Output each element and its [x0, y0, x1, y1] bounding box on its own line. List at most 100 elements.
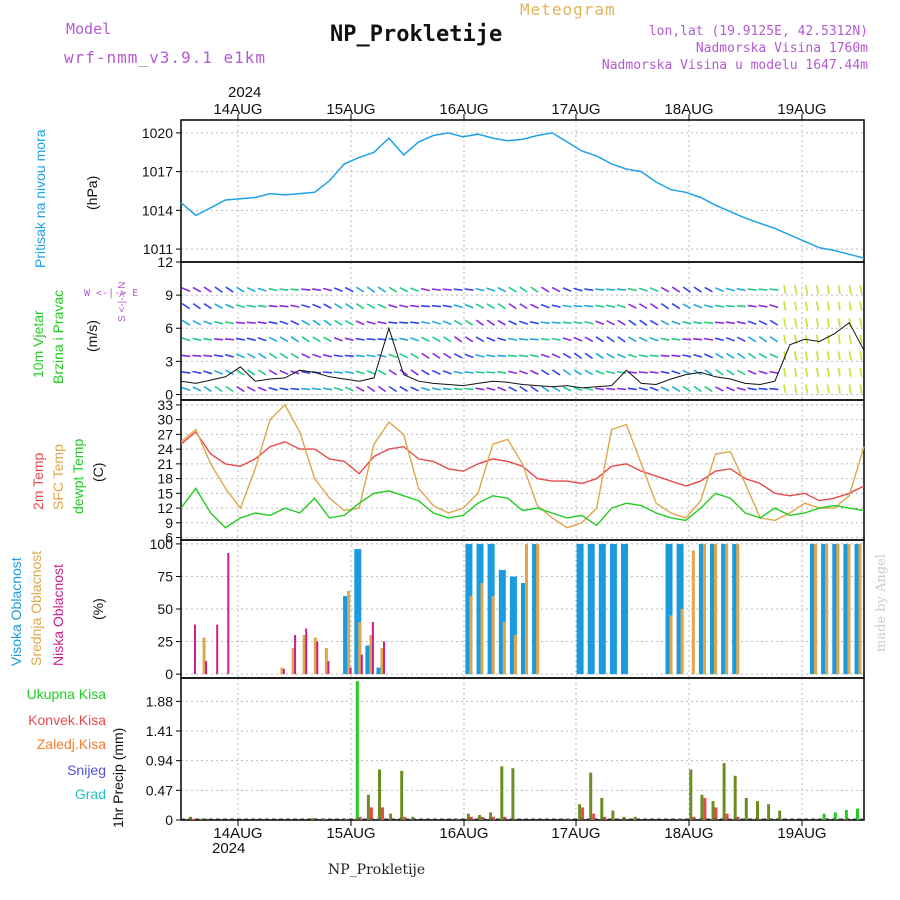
- wind-arrow: [355, 337, 365, 341]
- ytick-label-1-4: 0: [165, 386, 173, 402]
- wind-arrow: [268, 321, 278, 325]
- model-elevation-text: Nadmorska Visina u modelu 1647.44m: [601, 58, 868, 73]
- wind-arrow: [421, 336, 430, 342]
- wind-arrow: [859, 384, 863, 394]
- wind-arrow: [769, 336, 779, 343]
- wind-arrow: [508, 337, 518, 341]
- wind-arrow: [519, 286, 528, 293]
- cloud-bar-1: [380, 648, 384, 675]
- temp-line-0: [180, 430, 865, 502]
- wind-arrow: [794, 318, 798, 328]
- wind-arrow: [388, 385, 398, 393]
- wind-arrow: [530, 286, 539, 293]
- precip-bar-1: [592, 813, 596, 820]
- wind-arrow: [660, 302, 670, 310]
- wind-arrow: [290, 320, 300, 326]
- wind-arrow: [693, 321, 703, 325]
- wind-arrow: [783, 384, 787, 394]
- cloud-bar-0: [521, 583, 528, 675]
- precip-bar-1: [692, 816, 696, 820]
- wind-arrow: [649, 354, 659, 358]
- wind-arrow: [344, 337, 354, 342]
- wind-arrow: [312, 387, 322, 391]
- wind-arrow: [638, 371, 648, 374]
- wind-arrow: [518, 320, 529, 325]
- cloud-bar-1: [491, 596, 495, 675]
- wind-arrow: [826, 301, 830, 311]
- wind-arrow: [794, 367, 798, 377]
- wind-arrow: [246, 386, 256, 392]
- precip-bar-0: [200, 818, 204, 820]
- precip-bar-0: [822, 813, 826, 820]
- ytick-label-0-0: 1020: [142, 125, 173, 141]
- wind-arrow: [595, 288, 605, 291]
- wind-arrow: [475, 287, 485, 292]
- pressure-line: [180, 132, 865, 259]
- wind-arrow: [671, 354, 681, 358]
- cloud-bar-2: [305, 628, 308, 675]
- wind-arrow: [203, 320, 213, 326]
- wind-arrow: [704, 321, 714, 324]
- cloud-bar-0: [721, 543, 729, 675]
- wind-arrow: [497, 302, 506, 310]
- wind-arrow: [540, 303, 550, 309]
- cloud-bar-1: [347, 590, 351, 675]
- precip-bar-0: [411, 816, 415, 820]
- wind-arrow: [301, 319, 311, 326]
- wind-arrow: [541, 286, 550, 293]
- wind-arrow: [736, 387, 746, 391]
- wind-arrow: [714, 304, 725, 308]
- ytick-label-4-2: 0.94: [146, 753, 173, 769]
- station-title: NP_Prokletije: [330, 22, 503, 47]
- wind-arrow: [442, 320, 452, 326]
- wind-arrow: [410, 337, 420, 342]
- wind-arrow: [214, 354, 224, 358]
- cloud-bar-0: [476, 543, 484, 675]
- cloud-bar-1: [702, 543, 706, 675]
- wind-arrow: [715, 287, 724, 293]
- wind-arrow: [682, 354, 692, 358]
- wind-arrow: [562, 352, 572, 359]
- wind-arrow: [562, 337, 572, 342]
- conv-precip-label: Konvek.Kisa: [28, 712, 106, 728]
- wind-compass-we: W <-|-> E: [84, 288, 139, 299]
- wind-arrow: [431, 288, 441, 291]
- wind-arrow: [344, 286, 354, 293]
- ytick-label-2-7: 12: [157, 500, 173, 516]
- precip-bar-1: [369, 807, 373, 820]
- wind-unit-label: (m/s): [84, 320, 100, 352]
- precip-bar-0: [389, 813, 393, 820]
- wind-arrow: [703, 337, 714, 341]
- cloud-bar-0: [343, 596, 351, 675]
- wind-arrow: [464, 288, 474, 291]
- wind-arrow: [805, 301, 809, 311]
- wind-arrow: [769, 304, 779, 309]
- cloud-bar-0: [676, 543, 684, 675]
- precip-bar-1: [736, 816, 740, 820]
- wind-arrow: [595, 387, 605, 391]
- wind-arrow: [783, 285, 787, 295]
- wind-arrow: [442, 304, 452, 308]
- wind-arrow: [715, 369, 724, 376]
- wind-arrow: [453, 288, 463, 291]
- wind-arrow: [715, 352, 724, 359]
- wind-arrow: [344, 354, 354, 358]
- wind-arrow: [464, 371, 474, 374]
- wind-arrow: [388, 369, 398, 376]
- wind-arrow: [794, 351, 798, 361]
- wind-arrow: [301, 387, 311, 391]
- wind-arrow: [268, 287, 278, 292]
- strat-precip-label: Zaledj.Kisa: [36, 736, 106, 752]
- wind-arrow: [519, 385, 528, 393]
- wind-arrow: [225, 286, 234, 293]
- wind-arrow: [224, 353, 235, 358]
- xtick-label-top-5: 19AUG: [777, 101, 826, 118]
- wind-arrow: [192, 286, 202, 293]
- wind-arrow: [323, 336, 332, 343]
- wind-arrow: [805, 351, 809, 361]
- wind-arrow: [573, 352, 583, 360]
- wind-arrow: [848, 334, 852, 344]
- wind-arrow: [377, 354, 387, 358]
- wind-arrow: [747, 320, 757, 325]
- ytick-label-4-0: 1.88: [146, 693, 173, 709]
